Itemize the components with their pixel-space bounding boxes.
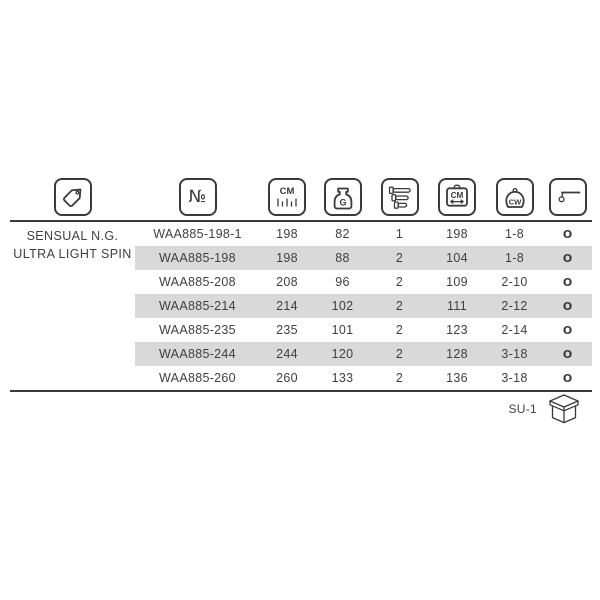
weight-cell: 88 — [314, 246, 371, 270]
weight-cell: 120 — [314, 342, 371, 366]
weight-cell: 82 — [335, 227, 350, 241]
length-cell: 198 — [276, 227, 298, 241]
casting-weight-cell: 3-18 — [501, 371, 528, 385]
svg-text:CM: CM — [451, 191, 464, 200]
stock-circle-cell: O — [562, 371, 573, 385]
packaging-info: SU-1 — [508, 393, 584, 425]
stock-circle-cell: O — [562, 323, 573, 337]
length-column-header: CM — [260, 178, 314, 216]
casting-weight-icon: CW — [495, 178, 534, 216]
length-cell: 260 — [276, 371, 298, 385]
series-column-header — [10, 178, 135, 216]
weight-cell: 102 — [314, 294, 371, 318]
numero-symbol: № — [188, 186, 207, 207]
casting-weight-cell: 3-18 — [486, 342, 543, 366]
transport-length-column-header: CM — [428, 178, 486, 216]
sections-cell: 2 — [395, 323, 404, 337]
spec-table: № CM — [10, 178, 592, 392]
transport-length-cell: 111 — [428, 294, 486, 318]
length-cell: 214 — [260, 294, 314, 318]
packaging-label: SU-1 — [508, 402, 537, 416]
length-ruler-icon: CM — [268, 178, 306, 216]
svg-text:CW: CW — [508, 197, 521, 206]
weight-grams-icon: G — [323, 178, 362, 216]
weight-cell: 96 — [335, 275, 350, 289]
casting-weight-cell: 2-14 — [501, 323, 528, 337]
spec-table-body: SENSUAL N.G. ULTRA LIGHT SPIN WAA885-198… — [10, 220, 592, 392]
transport-length-cell: 198 — [446, 227, 468, 241]
transport-length-cell: 136 — [446, 371, 468, 385]
transport-length-cell: 123 — [446, 323, 468, 337]
numero-icon: № — [178, 178, 217, 216]
casting-weight-cell: 2-10 — [501, 275, 528, 289]
casting-weight-cell: 1-8 — [505, 227, 524, 241]
sections-cell: 2 — [395, 371, 404, 385]
tag-icon — [53, 178, 92, 216]
model-cell: WAA885-214 — [135, 294, 260, 318]
casting-weight-cell: 2-12 — [486, 294, 543, 318]
svg-text:G: G — [339, 198, 346, 208]
spec-table-header: № CM — [10, 178, 592, 216]
rod-sections-icon — [380, 178, 419, 216]
weight-cell: 133 — [331, 371, 354, 385]
sections-cell: 2 — [371, 246, 428, 270]
series-name: SENSUAL N.G. ULTRA LIGHT SPIN — [10, 222, 135, 390]
rod-tip-guide-icon — [548, 178, 587, 216]
stock-circle-cell: O — [543, 342, 592, 366]
model-cell: WAA885-260 — [159, 371, 236, 385]
model-column-header: № — [135, 178, 260, 216]
transport-length-cell: 104 — [428, 246, 486, 270]
series-name-line2: ULTRA LIGHT SPIN — [13, 247, 132, 261]
svg-text:CM: CM — [280, 186, 295, 197]
stock-column-header — [543, 178, 592, 216]
transport-length-cell: 128 — [428, 342, 486, 366]
length-cell: 244 — [260, 342, 314, 366]
weight-column-header: G — [314, 178, 371, 216]
model-cell: WAA885-198-1 — [153, 227, 242, 241]
model-cell: WAA885-208 — [159, 275, 236, 289]
casting-weight-column-header: CW — [486, 178, 543, 216]
transport-length-cell: 109 — [446, 275, 468, 289]
casting-weight-cell: 1-8 — [486, 246, 543, 270]
model-cell: WAA885-235 — [159, 323, 236, 337]
length-cell: 235 — [276, 323, 298, 337]
model-cell: WAA885-244 — [135, 342, 260, 366]
sections-cell: 2 — [371, 294, 428, 318]
stock-circle-cell: O — [562, 227, 573, 241]
length-cell: 198 — [260, 246, 314, 270]
sections-cell: 2 — [371, 342, 428, 366]
packaging-box-icon — [544, 393, 584, 425]
stock-circle-cell: O — [543, 246, 592, 270]
model-cell: WAA885-198 — [135, 246, 260, 270]
length-cell: 208 — [276, 275, 298, 289]
stock-circle-cell: O — [543, 294, 592, 318]
transport-length-case-icon: CM — [438, 178, 476, 216]
series-name-line1: SENSUAL N.G. — [26, 229, 119, 243]
stock-circle-cell: O — [562, 275, 573, 289]
weight-cell: 101 — [331, 323, 354, 337]
sections-cell: 1 — [395, 227, 404, 241]
sections-cell: 2 — [395, 275, 404, 289]
sections-column-header — [371, 178, 428, 216]
